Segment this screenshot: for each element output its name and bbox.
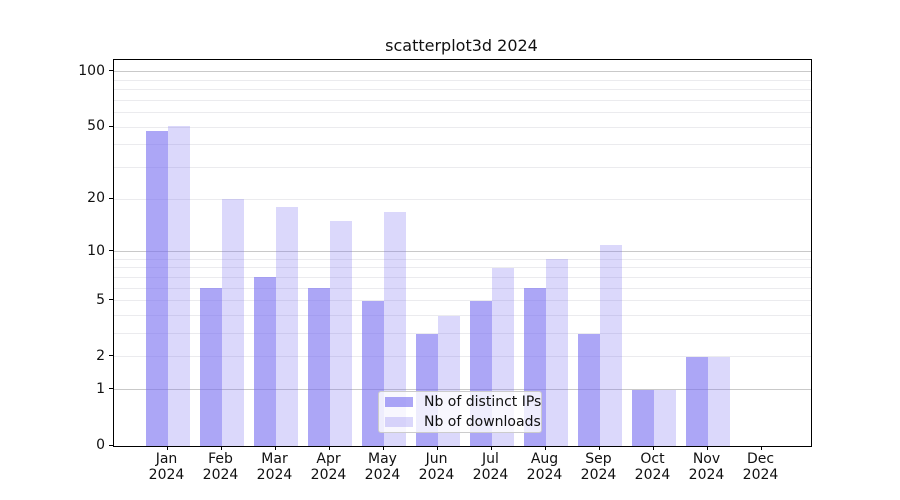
y-tick-mark <box>109 250 114 252</box>
y-tick-label: 20 <box>87 190 105 207</box>
legend-entry-downloads: Nb of downloads <box>385 414 541 430</box>
y-gridline-minor <box>114 267 811 269</box>
x-tick-mark <box>328 446 330 450</box>
legend-label-downloads: Nb of downloads <box>424 414 541 430</box>
y-tick-mark <box>109 299 114 301</box>
y-gridline-minor <box>114 112 811 114</box>
y-tick-mark <box>109 70 114 72</box>
legend-entry-distinct-ips: Nb of distinct IPs <box>385 394 541 410</box>
y-gridline-major <box>114 71 811 73</box>
y-gridline-minor <box>114 300 811 302</box>
y-tick-mark <box>109 444 114 446</box>
x-tick-mark <box>490 446 492 450</box>
y-tick-mark <box>109 388 114 390</box>
x-tick-mark <box>760 446 762 450</box>
y-gridline-minor <box>114 258 811 260</box>
y-gridline-minor <box>114 287 811 289</box>
y-gridline-minor <box>114 333 811 335</box>
x-tick-label-nov: Nov 2024 <box>688 451 725 483</box>
y-gridline-major <box>114 389 811 391</box>
x-tick-mark <box>436 446 438 450</box>
x-tick-label-dec: Dec 2024 <box>742 451 779 483</box>
y-gridline-minor <box>114 198 811 200</box>
bar-downloads-feb <box>221 199 244 446</box>
legend-swatch-downloads-icon <box>385 417 413 427</box>
y-gridline-major <box>114 251 811 253</box>
x-tick-mark <box>274 446 276 450</box>
y-gridline-minor <box>114 79 811 81</box>
x-tick-label-jan: Jan 2024 <box>148 451 185 483</box>
legend: Nb of distinct IPs Nb of downloads <box>378 391 542 433</box>
y-tick-label: 5 <box>96 291 105 308</box>
y-tick-mark <box>109 125 114 127</box>
x-tick-label-feb: Feb 2024 <box>202 451 239 483</box>
bar-downloads-aug <box>545 259 568 446</box>
bar-downloads-mar <box>275 207 298 446</box>
plot-area <box>113 59 812 447</box>
y-gridline-minor <box>114 144 811 146</box>
y-gridline-minor <box>114 89 811 91</box>
x-tick-label-aug: Aug 2024 <box>526 451 563 483</box>
y-tick-label: 1 <box>96 380 105 397</box>
bar-distinct-ips-feb <box>199 288 222 446</box>
bar-downloads-nov <box>707 356 730 446</box>
y-tick-mark <box>109 355 114 357</box>
x-tick-mark <box>652 446 654 450</box>
bar-downloads-sep <box>599 244 622 446</box>
x-tick-mark <box>706 446 708 450</box>
legend-swatch-distinct-ips-icon <box>385 397 413 407</box>
x-tick-mark <box>382 446 384 450</box>
x-tick-label-jun: Jun 2024 <box>418 451 455 483</box>
y-tick-label: 0 <box>96 437 105 453</box>
y-gridline-minor <box>114 315 811 317</box>
x-tick-label-jul: Jul 2024 <box>472 451 509 483</box>
x-tick-mark <box>166 446 168 450</box>
x-tick-label-sep: Sep 2024 <box>580 451 617 483</box>
bar-distinct-ips-jan <box>145 130 168 446</box>
x-tick-mark <box>544 446 546 450</box>
x-tick-label-oct: Oct 2024 <box>634 451 671 483</box>
y-tick-label: 10 <box>87 242 105 259</box>
bar-distinct-ips-apr <box>307 288 330 446</box>
legend-label-distinct-ips: Nb of distinct IPs <box>424 394 542 410</box>
bar-downloads-jan <box>167 125 190 446</box>
bar-distinct-ips-nov <box>685 356 708 446</box>
y-tick-mark <box>109 197 114 199</box>
bar-downloads-oct <box>653 389 676 446</box>
x-tick-mark <box>598 446 600 450</box>
x-tick-label-mar: Mar 2024 <box>256 451 293 483</box>
bar-downloads-apr <box>329 221 352 446</box>
y-gridline-minor <box>114 167 811 169</box>
y-gridline-minor <box>114 126 811 128</box>
y-gridline-minor <box>114 276 811 278</box>
y-tick-label: 100 <box>78 62 105 79</box>
y-gridline-minor <box>114 99 811 101</box>
y-tick-label: 50 <box>87 118 105 135</box>
x-tick-label-may: May 2024 <box>364 451 401 483</box>
bar-downloads-may <box>383 211 406 446</box>
y-gridline-minor <box>114 356 811 358</box>
x-tick-label-apr: Apr 2024 <box>310 451 347 483</box>
bar-distinct-ips-oct <box>631 389 654 446</box>
bar-distinct-ips-mar <box>253 277 276 446</box>
x-tick-mark <box>220 446 222 450</box>
bar-distinct-ips-sep <box>577 333 600 446</box>
chart-title: scatterplot3d 2024 <box>385 36 538 55</box>
y-tick-label: 2 <box>96 347 105 364</box>
